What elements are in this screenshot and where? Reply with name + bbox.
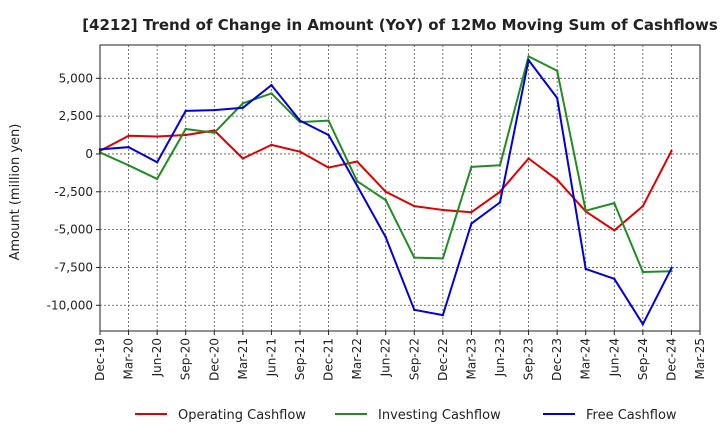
x-tick-label: Mar-20	[122, 338, 136, 379]
data-point-investing-cashflow	[384, 198, 387, 202]
data-point-free-cashflow	[413, 308, 416, 312]
data-point-free-cashflow	[298, 119, 302, 122]
data-point-free-cashflow	[127, 145, 130, 149]
legend-label-free-cashflow: Free Cashflow	[586, 408, 677, 423]
y-axis: 5,000 2,500 0 -2,500 -5,000 -7,500 -10,000	[47, 71, 100, 312]
x-tick-label: Jun-20	[150, 338, 164, 377]
data-point-free-cashflow	[584, 267, 587, 271]
x-tick-label: Jun-21	[264, 338, 278, 377]
data-point-investing-cashflow	[441, 257, 445, 260]
data-point-free-cashflow	[270, 83, 273, 87]
data-point-investing-cashflow	[584, 209, 587, 212]
data-point-free-cashflow	[241, 106, 245, 109]
x-tick-label: Mar-21	[236, 338, 250, 379]
x-tick-label: Sep-24	[636, 338, 650, 380]
y-tick-label: -7,500	[54, 260, 93, 274]
data-point-operating-cashflow	[327, 166, 330, 169]
data-point-operating-cashflow	[270, 143, 273, 147]
x-tick-label: Dec-21	[322, 338, 336, 381]
x-tick-label: Dec-20	[207, 338, 221, 381]
grid	[100, 45, 700, 331]
data-point-investing-cashflow	[184, 127, 187, 131]
data-point-investing-cashflow	[413, 256, 416, 259]
x-tick-label: Sep-23	[522, 338, 536, 380]
legend-label-operating-cashflow: Operating Cashflow	[178, 408, 306, 423]
data-point-operating-cashflow	[184, 133, 187, 137]
data-point-investing-cashflow	[498, 164, 502, 167]
data-point-operating-cashflow	[298, 150, 302, 153]
series-group	[98, 55, 673, 326]
x-tick-label: Mar-23	[464, 338, 478, 379]
data-point-investing-cashflow	[155, 177, 159, 181]
data-point-investing-cashflow	[555, 69, 559, 72]
data-point-operating-cashflow	[670, 149, 673, 153]
data-point-free-cashflow	[498, 201, 502, 204]
data-point-operating-cashflow	[641, 204, 645, 208]
x-tick-label: Dec-19	[93, 338, 107, 381]
x-tick-label: Jun-22	[379, 338, 393, 377]
data-point-investing-cashflow	[613, 201, 616, 205]
data-point-investing-cashflow	[355, 179, 359, 183]
x-tick-label: Sep-22	[407, 338, 421, 380]
data-point-free-cashflow	[555, 96, 559, 100]
data-point-free-cashflow	[527, 58, 530, 62]
data-point-free-cashflow	[213, 108, 216, 112]
data-point-investing-cashflow	[470, 165, 473, 169]
y-tick-label: 2,500	[59, 109, 93, 123]
y-tick-label: 0	[85, 147, 93, 161]
x-tick-label: Sep-20	[179, 338, 193, 380]
x-tick-label: Jun-23	[493, 338, 507, 377]
x-tick-label: Mar-22	[350, 338, 364, 379]
y-tick-label: -5,000	[54, 223, 93, 237]
data-point-operating-cashflow	[527, 157, 530, 160]
x-tick-label: Sep-21	[293, 338, 307, 380]
x-tick-label: Dec-24	[664, 338, 678, 381]
data-point-operating-cashflow	[613, 229, 616, 232]
plot-frame	[99, 44, 701, 332]
data-point-operating-cashflow	[441, 208, 445, 212]
data-point-operating-cashflow	[384, 190, 387, 193]
x-tick-label: Jun-24	[607, 338, 621, 377]
data-point-operating-cashflow	[413, 204, 416, 208]
data-point-investing-cashflow	[327, 119, 330, 122]
data-point-free-cashflow	[184, 109, 187, 113]
y-axis-label: Amount (million yen)	[8, 124, 23, 261]
data-point-free-cashflow	[155, 161, 159, 164]
x-tick-label: Dec-23	[550, 338, 564, 381]
legend-label-investing-cashflow: Investing Cashflow	[378, 408, 501, 423]
data-point-investing-cashflow	[527, 55, 530, 58]
data-point-operating-cashflow	[355, 160, 359, 163]
x-axis: Dec-19 Mar-20 Jun-20 Sep-20 Dec-20 Mar-21 Jun-…	[93, 331, 707, 381]
data-point-free-cashflow	[441, 313, 445, 317]
data-point-free-cashflow	[384, 235, 387, 239]
data-point-free-cashflow	[355, 184, 359, 187]
data-point-operating-cashflow	[155, 135, 159, 138]
data-point-investing-cashflow	[241, 102, 245, 105]
legend: Operating Cashflow Investing Cashflow Free…	[135, 408, 677, 423]
data-point-investing-cashflow	[641, 270, 645, 274]
y-tick-label: -10,000	[47, 298, 93, 312]
data-point-operating-cashflow	[127, 134, 130, 137]
data-point-operating-cashflow	[241, 157, 245, 160]
data-point-operating-cashflow	[470, 211, 473, 214]
data-point-investing-cashflow	[127, 164, 130, 167]
data-point-free-cashflow	[327, 133, 330, 137]
data-point-operating-cashflow	[555, 178, 559, 181]
data-point-investing-cashflow	[213, 131, 216, 134]
data-point-free-cashflow	[641, 322, 645, 326]
data-point-free-cashflow	[613, 277, 616, 280]
data-point-investing-cashflow	[270, 92, 273, 95]
data-point-free-cashflow	[470, 222, 473, 225]
data-point-free-cashflow	[670, 267, 673, 270]
data-point-operating-cashflow	[498, 190, 502, 193]
y-tick-label: -2,500	[54, 185, 93, 199]
x-tick-label: Mar-25	[693, 338, 707, 379]
x-tick-label: Mar-24	[579, 338, 593, 379]
x-tick-label: Dec-22	[436, 338, 450, 381]
chart-title: [4212] Trend of Change in Amount (YoY) o…	[82, 16, 718, 34]
y-tick-label: 5,000	[59, 71, 93, 85]
